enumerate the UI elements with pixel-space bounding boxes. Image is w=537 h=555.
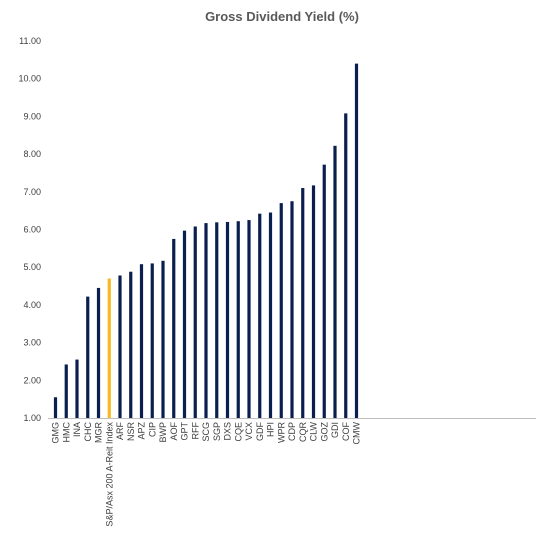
bar-nsr	[129, 271, 133, 418]
bar-ina	[75, 359, 79, 418]
x-tick-label: CHC	[83, 422, 93, 442]
bar-cmw	[354, 63, 359, 419]
x-tick-label: INA	[72, 422, 82, 437]
chart-title: Gross Dividend Yield (%)	[205, 9, 359, 24]
x-tick-label: SGP	[212, 422, 222, 441]
x-tick-label: SCG	[201, 422, 211, 442]
x-tick-label: CLW	[309, 422, 319, 442]
bar-vcx	[247, 220, 251, 418]
bar-sgp	[215, 222, 219, 418]
x-tick-label: MGR	[94, 422, 104, 443]
y-tick-label: 7.00	[23, 187, 41, 197]
y-tick-label: 10.00	[18, 74, 41, 84]
x-tick-label: NSR	[126, 422, 136, 442]
x-tick-label: CIP	[147, 422, 157, 437]
x-tick-label: ARF	[115, 421, 125, 440]
y-tick-label: 8.00	[23, 149, 41, 159]
x-tick-label: DXS	[223, 422, 233, 441]
x-tick-label: GDF	[255, 422, 265, 442]
x-tick-label: COF	[341, 422, 351, 442]
bar-cdp	[290, 201, 294, 418]
bar-dxs	[225, 221, 230, 418]
y-tick-label: 11.00	[19, 36, 41, 46]
y-tick-label: 3.00	[23, 338, 41, 348]
x-tick-label: BWP	[158, 422, 168, 443]
bar-aof	[172, 238, 176, 418]
x-tick-label: RFF	[190, 422, 200, 440]
bar-s-p-asx-200-a-reit-index	[107, 278, 111, 418]
bar-cof	[344, 113, 348, 418]
x-tick-label: WPR	[276, 422, 286, 443]
y-tick-label: 5.00	[23, 262, 41, 272]
bar-apz	[139, 264, 144, 418]
x-tick-label: GOZ	[319, 421, 329, 441]
bar-scg	[204, 223, 208, 418]
bar-gdi	[333, 145, 337, 418]
x-tick-label: S&P/Asx 200 A-Reit Index	[104, 422, 114, 527]
bar-arf	[118, 275, 122, 418]
bar-cip	[150, 263, 154, 418]
x-tick-label: CMW	[352, 422, 362, 445]
x-tick-label: VCX	[244, 422, 254, 441]
bar-clw	[311, 185, 316, 418]
y-tick-label: 6.00	[23, 225, 41, 235]
y-tick-label: 2.00	[23, 375, 41, 385]
x-tick-label: AOF	[169, 422, 179, 441]
x-tick-label: GMG	[51, 422, 61, 444]
bar-mgr	[96, 287, 101, 418]
x-tick-label: GDI	[330, 422, 340, 438]
x-tick-label: APZ	[137, 422, 147, 440]
bar-hpi	[268, 212, 273, 418]
bar-gdf	[258, 213, 262, 418]
x-tick-label: CQR	[298, 422, 308, 443]
y-axis: 1.00 2.00 3.00 4.00 5.00 6.00 7.00 8.00 9.00 10.0…	[18, 36, 41, 423]
bar-bwp	[161, 260, 165, 418]
bar-chc	[86, 296, 90, 418]
bar-gpt	[182, 230, 187, 418]
bar-series	[53, 63, 359, 419]
y-tick-label: 9.00	[23, 111, 41, 121]
y-tick-label: 1.00	[23, 413, 41, 423]
bar-gmg	[53, 397, 58, 418]
bar-wpr	[279, 203, 283, 418]
bar-goz	[322, 164, 326, 418]
bar-hmc	[64, 364, 68, 418]
bar-cqr	[301, 188, 305, 418]
x-tick-label: CDP	[287, 422, 297, 441]
x-tick-label: GPT	[180, 422, 190, 441]
x-tick-label: HMC	[61, 422, 71, 443]
x-tick-label: CQE	[233, 422, 243, 442]
bar-cqe	[236, 221, 240, 418]
y-tick-label: 4.00	[23, 300, 41, 310]
x-tick-label: HPI	[266, 422, 276, 437]
bar-rff	[193, 226, 197, 418]
x-axis-labels: GMG HMC INA CHC MGR S&P/Asx 200 A-Reit Index A…	[51, 421, 362, 526]
